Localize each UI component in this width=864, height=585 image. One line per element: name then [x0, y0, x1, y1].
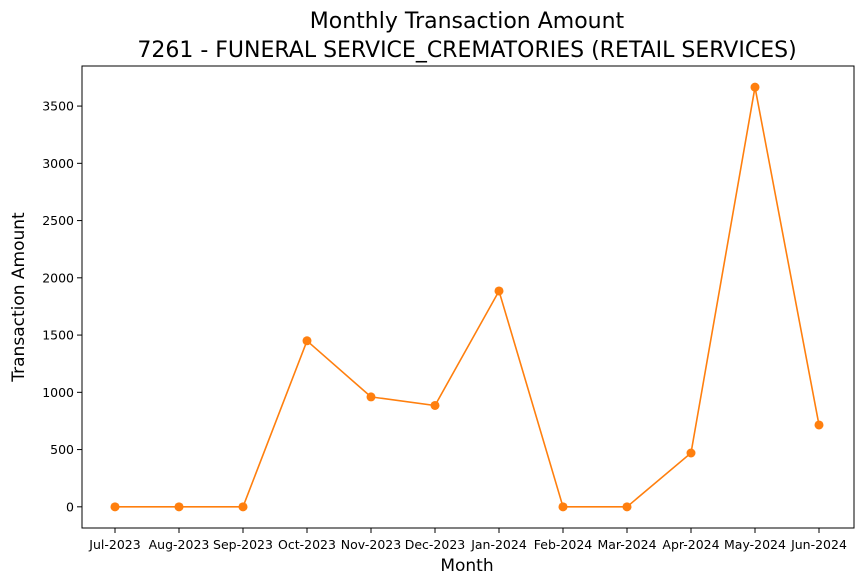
- data-point: [558, 502, 568, 512]
- data-point: [814, 420, 824, 430]
- x-axis: Jul-2023 Aug-2023 Sep-2023 Oct-2023 Nov-2023…: [88, 528, 847, 552]
- x-tick-label: Apr-2024: [662, 537, 719, 552]
- x-tick-label: Mar-2024: [597, 537, 656, 552]
- y-tick-label: 0: [66, 499, 74, 514]
- x-tick-label: Aug-2023: [149, 537, 210, 552]
- y-tick-label: 3000: [42, 156, 74, 171]
- chart-subtitle: 7261 - FUNERAL SERVICE_CREMATORIES (RETA…: [137, 38, 796, 63]
- x-tick-label: Feb-2024: [534, 537, 593, 552]
- data-point: [110, 502, 120, 512]
- data-point: [494, 286, 504, 296]
- x-tick-label: Jun-2024: [790, 537, 847, 552]
- plot-area: [81, 65, 855, 529]
- x-tick-label: Jan-2024: [470, 537, 527, 552]
- x-axis-label: Month: [440, 556, 493, 576]
- y-axis: 0 500 1000 1500 2000 2500 3000 3500: [42, 99, 82, 514]
- y-axis-label: Transaction Amount: [9, 212, 29, 383]
- data-point: [302, 336, 312, 346]
- y-tick-label: 3500: [42, 99, 74, 114]
- x-tick-label: Dec-2023: [405, 537, 466, 552]
- data-point: [430, 400, 440, 410]
- y-tick-label: 2000: [42, 270, 74, 285]
- data-point: [174, 502, 184, 512]
- x-tick-label: Jul-2023: [88, 537, 140, 552]
- data-point: [622, 502, 632, 512]
- chart-title: Monthly Transaction Amount: [310, 9, 625, 34]
- y-tick-label: 1000: [42, 385, 74, 400]
- y-tick-label: 1500: [42, 328, 74, 343]
- series-layer: [110, 82, 824, 512]
- x-tick-label: Nov-2023: [341, 537, 401, 552]
- x-tick-label: May-2024: [724, 537, 786, 552]
- x-tick-label: Oct-2023: [278, 537, 336, 552]
- data-point: [750, 82, 760, 92]
- y-tick-label: 500: [50, 442, 74, 457]
- data-point: [686, 448, 696, 458]
- data-point: [366, 392, 376, 402]
- y-tick-label: 2500: [42, 213, 74, 228]
- data-point: [238, 502, 248, 512]
- series-line: [115, 87, 820, 508]
- x-tick-label: Sep-2023: [213, 537, 273, 552]
